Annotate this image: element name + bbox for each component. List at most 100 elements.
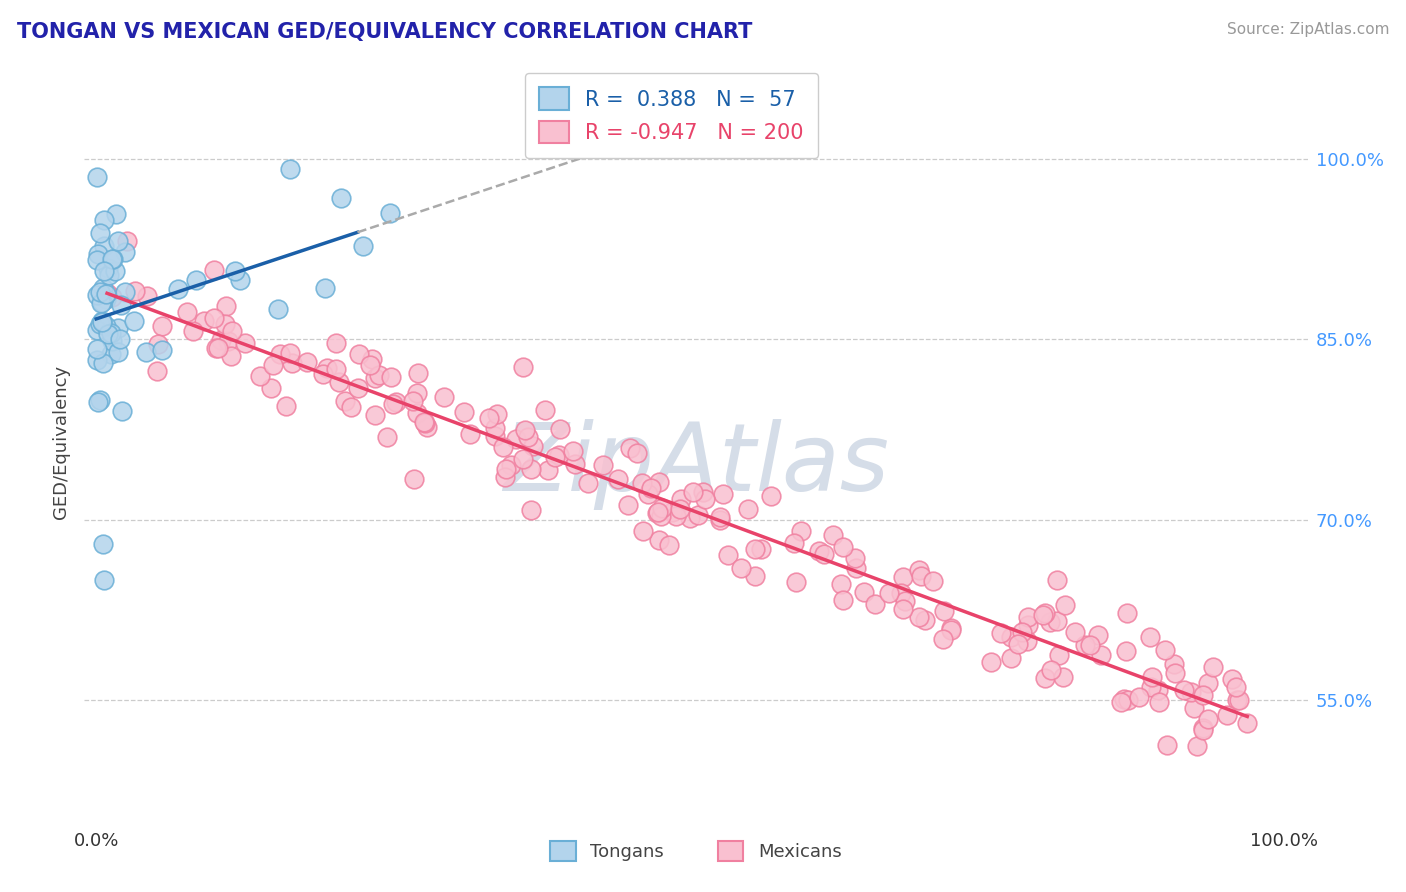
Point [830, 577, 852, 591]
Point [1000, 630, 1022, 644]
Point [278, 345, 301, 359]
Point [325, 362, 347, 376]
Point [98, 268, 121, 282]
Point [651, 501, 673, 516]
Point [513, 423, 536, 437]
Point [205, 342, 228, 356]
Point [93, 537, 115, 551]
Point [193, 314, 215, 328]
Point [1153, 643, 1175, 657]
Point [1156, 739, 1178, 753]
Point [990, 626, 1012, 640]
Point [229, 273, 252, 287]
Point [616, 498, 638, 512]
Point [97, 261, 120, 276]
Point [184, 273, 207, 287]
Point [891, 570, 914, 584]
Point [669, 502, 692, 516]
Point [100, 326, 122, 340]
Point [1017, 610, 1039, 624]
Point [361, 351, 384, 366]
Point [89, 285, 111, 299]
Point [101, 252, 124, 266]
Point [606, 472, 628, 486]
Point [86, 342, 108, 356]
Point [135, 345, 157, 359]
Point [1000, 650, 1022, 665]
Point [831, 592, 853, 607]
Point [1225, 680, 1247, 694]
Point [534, 403, 557, 417]
Point [110, 332, 132, 346]
Point [491, 440, 513, 454]
Point [1164, 665, 1187, 680]
Point [1139, 630, 1161, 644]
Y-axis label: GED/Equivalency: GED/Equivalency [52, 365, 70, 518]
Point [495, 462, 517, 476]
Point [458, 427, 481, 442]
Point [1035, 671, 1057, 685]
Point [1074, 638, 1097, 652]
Point [368, 368, 391, 383]
Point [269, 347, 291, 361]
Point [512, 452, 534, 467]
Point [789, 524, 811, 538]
Point [619, 441, 641, 455]
Point [202, 310, 225, 325]
Point [359, 358, 381, 372]
Point [124, 285, 146, 299]
Point [914, 613, 936, 627]
Point [314, 281, 336, 295]
Point [214, 318, 236, 332]
Point [821, 528, 844, 542]
Point [877, 586, 900, 600]
Point [87, 394, 110, 409]
Point [1015, 634, 1038, 648]
Point [1052, 670, 1074, 684]
Point [845, 560, 868, 574]
Point [352, 239, 374, 253]
Point [146, 363, 169, 377]
Point [907, 563, 929, 577]
Point [648, 475, 671, 489]
Point [233, 336, 256, 351]
Point [1140, 670, 1163, 684]
Point [647, 505, 669, 519]
Point [1192, 688, 1215, 702]
Point [1182, 701, 1205, 715]
Point [932, 632, 955, 646]
Point [1163, 657, 1185, 672]
Point [91, 356, 114, 370]
Point [325, 335, 347, 350]
Point [499, 458, 522, 472]
Point [640, 481, 662, 495]
Point [281, 356, 304, 370]
Point [384, 394, 406, 409]
Point [150, 343, 173, 358]
Point [93, 213, 115, 227]
Point [278, 162, 301, 177]
Point [717, 548, 740, 562]
Point [90, 314, 112, 328]
Point [364, 371, 387, 385]
Point [328, 376, 350, 390]
Point [512, 359, 534, 374]
Point [103, 264, 125, 278]
Point [249, 369, 271, 384]
Point [520, 503, 543, 517]
Point [315, 361, 337, 376]
Point [520, 461, 543, 475]
Point [311, 367, 333, 381]
Point [111, 404, 134, 418]
Point [658, 538, 681, 552]
Point [433, 390, 456, 404]
Point [1202, 660, 1225, 674]
Point [375, 430, 398, 444]
Point [1115, 607, 1137, 621]
Point [276, 399, 298, 413]
Point [682, 484, 704, 499]
Point [94, 286, 117, 301]
Point [146, 336, 169, 351]
Point [484, 421, 506, 435]
Point [486, 407, 509, 421]
